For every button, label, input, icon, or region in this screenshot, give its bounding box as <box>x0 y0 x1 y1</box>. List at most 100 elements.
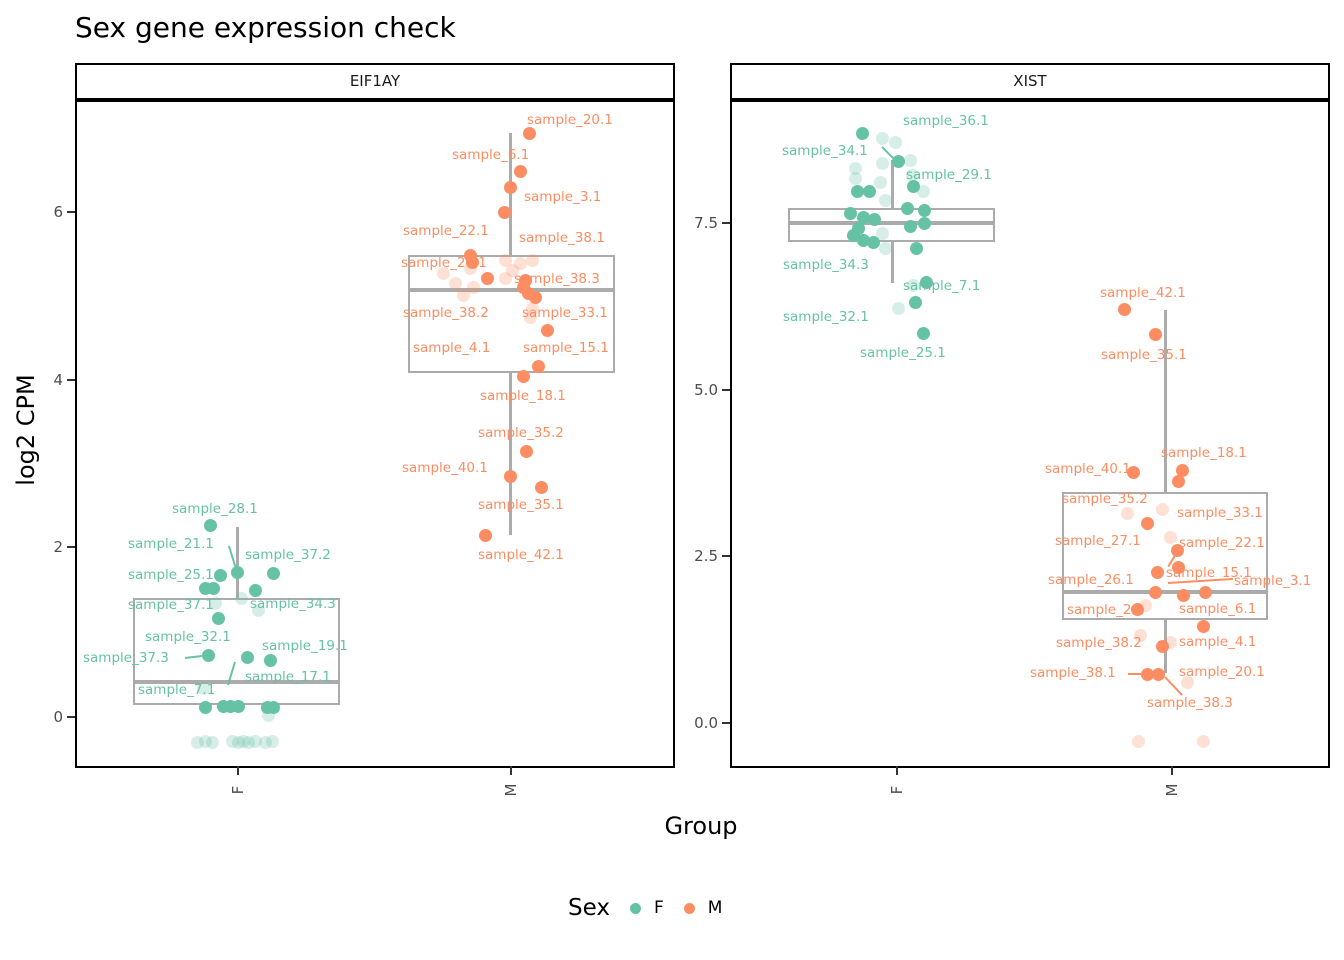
point-label: sample_7.1 <box>903 278 981 294</box>
data-point <box>906 278 920 292</box>
data-point <box>201 648 215 662</box>
legend-item-f: F <box>629 898 664 918</box>
data-point <box>909 241 923 255</box>
y-tick-label: 5.0 <box>694 381 718 399</box>
point-label: sample_32.1 <box>145 629 231 645</box>
legend-label-m: M <box>707 898 723 918</box>
data-point <box>916 184 930 198</box>
point-label: sample_38.3 <box>514 271 600 287</box>
legend-dot-f-icon <box>629 902 641 914</box>
data-point <box>230 565 244 579</box>
x-tick-mark <box>896 766 898 775</box>
y-tick-mark <box>722 555 730 557</box>
point-label: sample_38.3 <box>1147 695 1233 711</box>
data-point <box>480 271 494 285</box>
data-point <box>198 734 212 748</box>
point-label: sample_4.1 <box>1179 634 1257 650</box>
legend-label-f: F <box>653 898 664 918</box>
data-point <box>516 369 530 383</box>
data-point <box>873 175 887 189</box>
data-point <box>456 288 470 302</box>
data-point <box>867 212 881 226</box>
y-tick-mark <box>67 546 75 548</box>
data-point <box>231 699 245 713</box>
data-point <box>525 301 539 315</box>
data-point <box>498 253 512 267</box>
point-label: sample_25.1 <box>128 567 214 583</box>
data-point <box>528 290 542 304</box>
point-label: sample_33.1 <box>522 305 608 321</box>
data-point <box>211 611 225 625</box>
legend-item-m: M <box>683 898 723 918</box>
data-point <box>513 164 527 178</box>
legend-dot-m-icon <box>683 902 695 914</box>
point-label: sample_38.2 <box>1056 635 1142 651</box>
data-point <box>534 480 548 494</box>
data-point <box>1131 734 1145 748</box>
whisker-line <box>509 133 512 255</box>
facet-strip <box>730 63 1330 100</box>
point-label: sample_35.1 <box>1101 347 1187 363</box>
point-label: sample_17.1 <box>245 669 331 685</box>
data-point <box>1133 628 1147 642</box>
y-axis-title: log2 CPM <box>12 374 40 486</box>
data-point <box>248 583 262 597</box>
data-point <box>878 241 892 255</box>
data-point <box>916 326 930 340</box>
point-label: sample_40.1 <box>402 460 488 476</box>
point-label: sample_4.1 <box>413 340 491 356</box>
x-tick-label: F <box>888 785 906 795</box>
data-point <box>448 276 462 290</box>
data-point <box>906 179 920 193</box>
data-point <box>905 168 919 182</box>
data-point <box>251 603 265 617</box>
data-point <box>862 184 876 198</box>
point-label: sample_21.1 <box>128 536 214 552</box>
data-point <box>919 275 933 289</box>
data-point <box>875 131 889 145</box>
data-point <box>258 735 272 749</box>
data-point <box>205 735 219 749</box>
data-point <box>190 735 204 749</box>
x-tick-label: M <box>502 783 520 797</box>
point-label: sample_3.1 <box>524 189 602 205</box>
facet-strip-label: XIST <box>1013 72 1047 90</box>
y-tick-label: 2 <box>53 538 63 556</box>
data-point <box>240 650 254 664</box>
facet-strip <box>75 63 675 100</box>
point-label: sample_32.1 <box>783 309 869 325</box>
point-label: sample_28.1 <box>172 501 258 517</box>
data-point <box>846 228 860 242</box>
data-point <box>848 161 862 175</box>
point-label: sample_42.1 <box>1100 285 1186 301</box>
point-label: sample_38.1 <box>1030 665 1116 681</box>
data-point <box>917 203 931 217</box>
point-label: sample_35.2 <box>1062 491 1148 507</box>
data-point <box>1120 506 1134 520</box>
x-tick-mark <box>237 766 239 775</box>
data-point <box>917 216 931 230</box>
data-point <box>856 210 870 224</box>
median-line <box>1062 590 1268 594</box>
data-point <box>875 156 889 170</box>
data-point <box>523 310 537 324</box>
data-point <box>888 135 902 149</box>
data-point <box>1140 516 1154 530</box>
data-point <box>531 359 545 373</box>
point-label: sample_2.1 <box>1067 602 1145 618</box>
point-label: sample_22.1 <box>1179 535 1265 551</box>
point-label: sample_7.1 <box>138 682 216 698</box>
y-tick-label: 4 <box>53 371 63 389</box>
point-label: sample_37.2 <box>245 547 331 563</box>
data-point <box>1151 667 1165 681</box>
y-tick-mark <box>722 222 730 224</box>
point-label: sample_34.1 <box>782 143 868 159</box>
data-point <box>266 700 280 714</box>
data-point <box>1150 565 1164 579</box>
data-point <box>503 469 517 483</box>
point-label: sample_36.1 <box>903 113 989 129</box>
point-label: sample_33.1 <box>1177 505 1263 521</box>
data-point <box>248 734 262 748</box>
data-point <box>903 219 917 233</box>
point-label: sample_38.2 <box>403 305 489 321</box>
